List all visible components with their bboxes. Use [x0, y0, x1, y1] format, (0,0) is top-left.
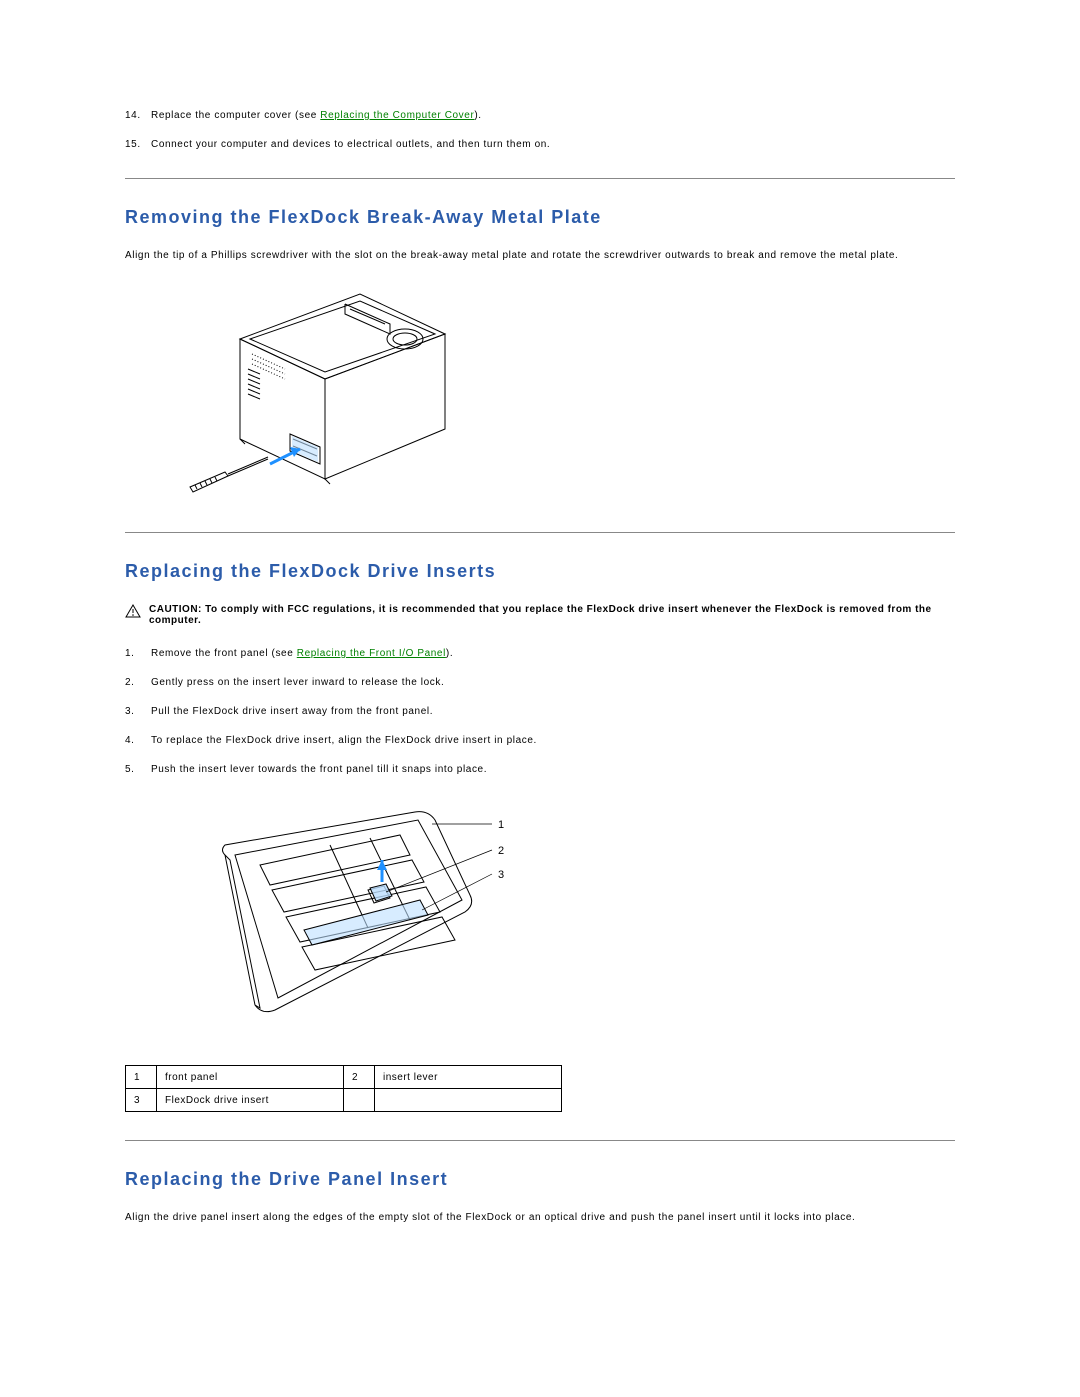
- caution-block: CAUTION: To comply with FCC regulations,…: [125, 604, 955, 626]
- step-pre: Remove the front panel (see: [151, 648, 297, 659]
- divider: [125, 178, 955, 179]
- cell-label: front panel: [157, 1066, 344, 1089]
- link-replacing-cover[interactable]: Replacing the Computer Cover: [320, 110, 474, 121]
- top-step-list: 14.Replace the computer cover (see Repla…: [125, 110, 955, 150]
- list-item: 15.Connect your computer and devices to …: [125, 139, 955, 150]
- section2-step-list: 1.Remove the front panel (see Replacing …: [125, 648, 955, 775]
- step-number: 1.: [125, 648, 151, 659]
- step-post: ).: [446, 648, 453, 659]
- list-item: 1.Remove the front panel (see Replacing …: [125, 648, 955, 659]
- step-text: Gently press on the insert lever inward …: [151, 677, 444, 688]
- step-text: Push the insert lever towards the front …: [151, 764, 487, 775]
- cell-label: insert lever: [375, 1066, 562, 1089]
- section3-body: Align the drive panel insert along the e…: [125, 1212, 955, 1223]
- caution-icon: [125, 604, 143, 623]
- list-item: 4.To replace the FlexDock drive insert, …: [125, 735, 955, 746]
- step-number: 4.: [125, 735, 151, 746]
- table-row: 1 front panel 2 insert lever: [126, 1066, 562, 1089]
- heading-remove-flexdock-plate: Removing the FlexDock Break-Away Metal P…: [125, 207, 955, 228]
- document-page: 14.Replace the computer cover (see Repla…: [0, 0, 1080, 1301]
- heading-replace-flexdock-inserts: Replacing the FlexDock Drive Inserts: [125, 561, 955, 582]
- cell-label: [375, 1089, 562, 1112]
- callout-label-1: 1: [498, 819, 504, 831]
- cell-label: FlexDock drive insert: [157, 1089, 344, 1112]
- step-post: ).: [474, 110, 481, 121]
- cell-num: 3: [126, 1089, 157, 1112]
- step-number: 3.: [125, 706, 151, 717]
- step-number: 5.: [125, 764, 151, 775]
- cell-num: [344, 1089, 375, 1112]
- step-number: 2.: [125, 677, 151, 688]
- list-item: 2.Gently press on the insert lever inwar…: [125, 677, 955, 688]
- callout-label-2: 2: [498, 845, 504, 857]
- caution-text: CAUTION: To comply with FCC regulations,…: [149, 604, 955, 626]
- list-item: 14.Replace the computer cover (see Repla…: [125, 110, 955, 121]
- step-number: 15.: [125, 139, 151, 150]
- step-pre: Replace the computer cover (see: [151, 110, 320, 121]
- section1-body: Align the tip of a Phillips screwdriver …: [125, 250, 955, 261]
- list-item: 5.Push the insert lever towards the fron…: [125, 764, 955, 775]
- figure-front-panel: 1 2 3: [170, 800, 955, 1040]
- link-replacing-front-io[interactable]: Replacing the Front I/O Panel: [297, 648, 446, 659]
- step-text: Pull the FlexDock drive insert away from…: [151, 706, 433, 717]
- step-number: 14.: [125, 110, 151, 121]
- list-item: 3.Pull the FlexDock drive insert away fr…: [125, 706, 955, 717]
- cell-num: 1: [126, 1066, 157, 1089]
- cell-num: 2: [344, 1066, 375, 1089]
- step-text: To replace the FlexDock drive insert, al…: [151, 735, 537, 746]
- caution-label: CAUTION:: [149, 604, 202, 615]
- table-row: 3 FlexDock drive insert: [126, 1089, 562, 1112]
- heading-replace-drive-panel-insert: Replacing the Drive Panel Insert: [125, 1169, 955, 1190]
- caution-body: To comply with FCC regulations, it is re…: [149, 604, 932, 626]
- figure-chassis: [170, 279, 955, 504]
- callout-label-3: 3: [498, 869, 504, 881]
- step-text: Connect your computer and devices to ele…: [151, 139, 550, 150]
- divider: [125, 1140, 955, 1141]
- callout-table: 1 front panel 2 insert lever 3 FlexDock …: [125, 1065, 562, 1112]
- chassis-illustration: [170, 279, 470, 499]
- front-panel-illustration: 1 2 3: [170, 800, 510, 1035]
- divider: [125, 532, 955, 533]
